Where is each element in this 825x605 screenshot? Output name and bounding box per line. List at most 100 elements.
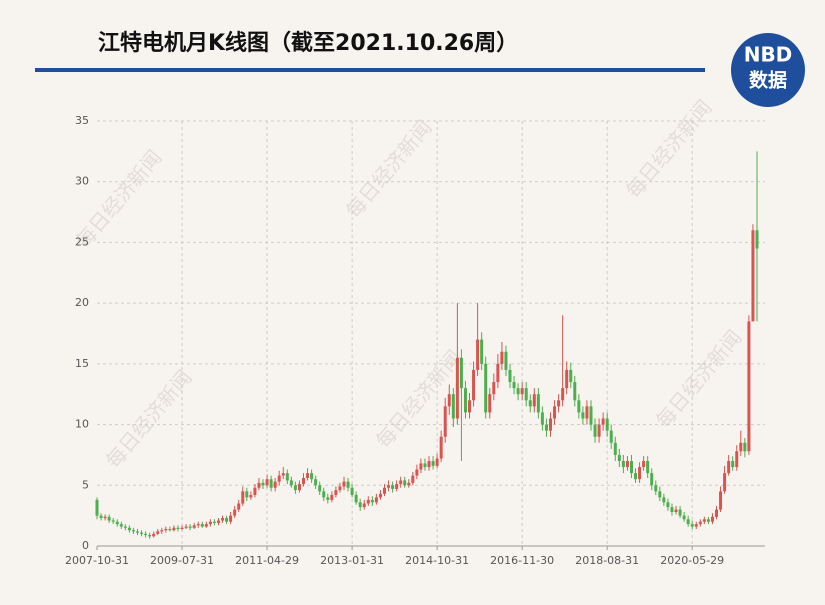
x-tick-label: 2016-11-30 [490, 554, 554, 567]
candle-body [131, 530, 135, 532]
candle-body [719, 491, 723, 510]
candle-body [747, 321, 751, 452]
candle-body [561, 388, 565, 401]
candle-body [427, 461, 431, 468]
candle-body [204, 524, 208, 527]
candle-body [439, 436, 443, 459]
candle-body [407, 482, 411, 486]
candle-body [293, 485, 297, 491]
candle-body [480, 339, 484, 364]
candle-body [565, 369, 569, 389]
candle-body [625, 461, 629, 468]
candle-body [225, 518, 229, 522]
candle-body [127, 527, 131, 531]
candle-body [706, 519, 710, 522]
candle-body [715, 509, 719, 517]
candle-body [135, 531, 139, 533]
candle-body [447, 394, 451, 407]
candle-body [536, 394, 540, 413]
candle-body [176, 527, 180, 529]
candle-body [727, 461, 731, 474]
logo-bottom: 数据 [749, 69, 787, 92]
candle-body [403, 480, 407, 486]
candle-body [512, 382, 516, 389]
candle-body [382, 487, 386, 494]
candle-body [662, 497, 666, 503]
candle-body [423, 463, 427, 468]
candle-body [544, 424, 548, 431]
candle-body [621, 461, 625, 468]
candle-body [95, 499, 99, 516]
candle-body [577, 400, 581, 413]
candle-body [123, 526, 127, 528]
candle-body [237, 503, 241, 510]
candle-body [451, 394, 455, 419]
candle-body [338, 486, 342, 491]
candle-body [180, 527, 184, 529]
candle-body [188, 526, 192, 528]
candle-body [723, 473, 727, 492]
candle-body [540, 412, 544, 425]
candle-body [698, 521, 702, 525]
candle-body [415, 469, 419, 476]
candle-body [751, 230, 755, 322]
candle-body [322, 491, 326, 498]
candle-body [508, 369, 512, 383]
candle-body [431, 461, 435, 466]
x-tick-label: 2014-10-31 [405, 554, 469, 567]
candle-body [245, 491, 249, 498]
candle-body [378, 493, 382, 498]
candle-body [342, 481, 346, 487]
candle-body [253, 487, 257, 495]
candle-body [354, 495, 358, 503]
y-tick-label: 20 [75, 296, 89, 309]
candle-body [553, 406, 557, 419]
candle-body [212, 521, 216, 523]
candle-body [605, 418, 609, 431]
candle-body [111, 520, 115, 522]
candle-body [152, 533, 156, 537]
candle-body [330, 495, 334, 500]
candle-body [597, 424, 601, 437]
x-tick-label: 2009-07-31 [150, 554, 214, 567]
candle-body [273, 481, 277, 488]
candle-body [459, 357, 463, 389]
y-tick-label: 15 [75, 357, 89, 370]
candle-body [484, 363, 488, 413]
candle-body [528, 400, 532, 407]
candle-body [168, 529, 172, 531]
candle-body [334, 490, 338, 495]
candle-body [731, 461, 735, 468]
candle-body [395, 484, 399, 489]
candle-body [702, 519, 706, 522]
candle-body [318, 485, 322, 492]
candle-body [366, 499, 370, 504]
candle-body [200, 524, 204, 527]
y-tick-label: 35 [75, 114, 89, 127]
candle-body [642, 461, 646, 468]
candle-body [593, 424, 597, 437]
candle-body [455, 357, 459, 419]
candle-body [119, 524, 123, 527]
candle-body [516, 388, 520, 395]
candle-body [472, 369, 476, 401]
candle-body [634, 473, 638, 480]
candle-body [468, 400, 472, 413]
candle-body [524, 388, 528, 401]
candle-body [678, 509, 682, 516]
candle-body [690, 524, 694, 527]
candle-body [609, 430, 613, 443]
candle-body [435, 458, 439, 466]
candle-body [297, 484, 301, 491]
candle-body [638, 467, 642, 480]
candle-body [548, 418, 552, 431]
candle-body [103, 516, 107, 519]
candle-body [249, 495, 253, 498]
candle-body [569, 369, 573, 383]
candle-body [370, 499, 374, 503]
candle-body [160, 530, 164, 532]
x-tick-label: 2011-04-29 [235, 554, 299, 567]
candle-body [144, 533, 148, 536]
